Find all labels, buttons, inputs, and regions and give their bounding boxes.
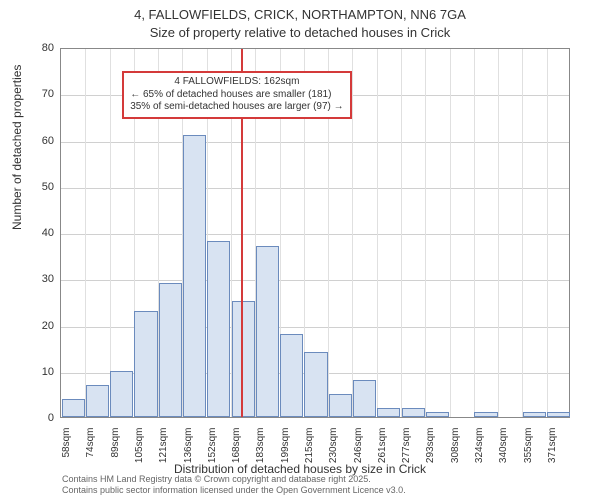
plot-area: 4 FALLOWFIELDS: 162sqm← 65% of detached …	[60, 48, 570, 418]
histogram-bar	[474, 412, 497, 417]
callout-line2: ← 65% of detached houses are smaller (18…	[130, 89, 343, 102]
chart-title: 4, FALLOWFIELDS, CRICK, NORTHAMPTON, NN6…	[0, 0, 600, 41]
gridline-v	[85, 49, 86, 417]
histogram-bar	[110, 371, 133, 417]
ytick-label: 30	[24, 273, 54, 285]
histogram-bar	[402, 408, 425, 417]
gridline-h	[61, 142, 569, 143]
histogram-bar	[523, 412, 546, 417]
xtick-label: 261sqm	[377, 428, 388, 464]
gridline-v	[110, 49, 111, 417]
histogram-bar	[353, 380, 376, 417]
histogram-bar	[377, 408, 400, 417]
xtick-label: 183sqm	[255, 428, 266, 464]
histogram-bar	[232, 301, 255, 417]
xtick-label: 246sqm	[353, 428, 364, 464]
histogram-bar	[183, 135, 206, 417]
histogram-bar	[426, 412, 449, 417]
callout-line1: 4 FALLOWFIELDS: 162sqm	[130, 76, 343, 89]
gridline-h	[61, 188, 569, 189]
callout-box: 4 FALLOWFIELDS: 162sqm← 65% of detached …	[122, 71, 351, 119]
xtick-label: 105sqm	[134, 428, 145, 464]
ytick-label: 40	[24, 227, 54, 239]
histogram-bar	[86, 385, 109, 417]
xtick-label: 355sqm	[523, 428, 534, 464]
callout-line3: 35% of semi-detached houses are larger (…	[130, 101, 343, 114]
xtick-label: 324sqm	[474, 428, 485, 464]
xtick-label: 293sqm	[425, 428, 436, 464]
gridline-v	[401, 49, 402, 417]
gridline-v	[450, 49, 451, 417]
y-axis-label: Number of detached properties	[10, 65, 24, 230]
gridline-h	[61, 280, 569, 281]
ytick-label: 10	[24, 366, 54, 378]
footer-line1: Contains HM Land Registry data © Crown c…	[62, 474, 406, 485]
xtick-label: 136sqm	[183, 428, 194, 464]
ytick-label: 0	[24, 412, 54, 424]
histogram-bar	[329, 394, 352, 417]
histogram-bar	[62, 399, 85, 418]
title-line2: Size of property relative to detached ho…	[0, 24, 600, 42]
xtick-label: 340sqm	[498, 428, 509, 464]
histogram-bar	[304, 352, 327, 417]
chart-area: 4 FALLOWFIELDS: 162sqm← 65% of detached …	[60, 48, 570, 418]
xtick-label: 152sqm	[207, 428, 218, 464]
histogram-bar	[280, 334, 303, 417]
xtick-label: 168sqm	[231, 428, 242, 464]
xtick-label: 121sqm	[158, 428, 169, 464]
ytick-label: 60	[24, 135, 54, 147]
xtick-label: 308sqm	[450, 428, 461, 464]
xtick-label: 277sqm	[401, 428, 412, 464]
title-line1: 4, FALLOWFIELDS, CRICK, NORTHAMPTON, NN6…	[0, 6, 600, 24]
xtick-label: 199sqm	[280, 428, 291, 464]
histogram-bar	[547, 412, 570, 417]
gridline-h	[61, 234, 569, 235]
gridline-v	[425, 49, 426, 417]
gridline-v	[522, 49, 523, 417]
histogram-bar	[207, 241, 230, 417]
histogram-bar	[134, 311, 157, 417]
xtick-label: 58sqm	[61, 428, 72, 458]
histogram-bar	[159, 283, 182, 417]
ytick-label: 80	[24, 42, 54, 54]
gridline-v	[352, 49, 353, 417]
xtick-label: 215sqm	[304, 428, 315, 464]
ytick-label: 50	[24, 181, 54, 193]
gridline-v	[474, 49, 475, 417]
gridline-v	[547, 49, 548, 417]
xtick-label: 89sqm	[110, 428, 121, 458]
gridline-v	[498, 49, 499, 417]
xtick-label: 74sqm	[85, 428, 96, 458]
xtick-label: 371sqm	[547, 428, 558, 464]
footer-attribution: Contains HM Land Registry data © Crown c…	[62, 474, 406, 497]
xtick-label: 230sqm	[328, 428, 339, 464]
footer-line2: Contains public sector information licen…	[62, 485, 406, 496]
gridline-v	[377, 49, 378, 417]
ytick-label: 70	[24, 88, 54, 100]
histogram-bar	[256, 246, 279, 417]
ytick-label: 20	[24, 320, 54, 332]
